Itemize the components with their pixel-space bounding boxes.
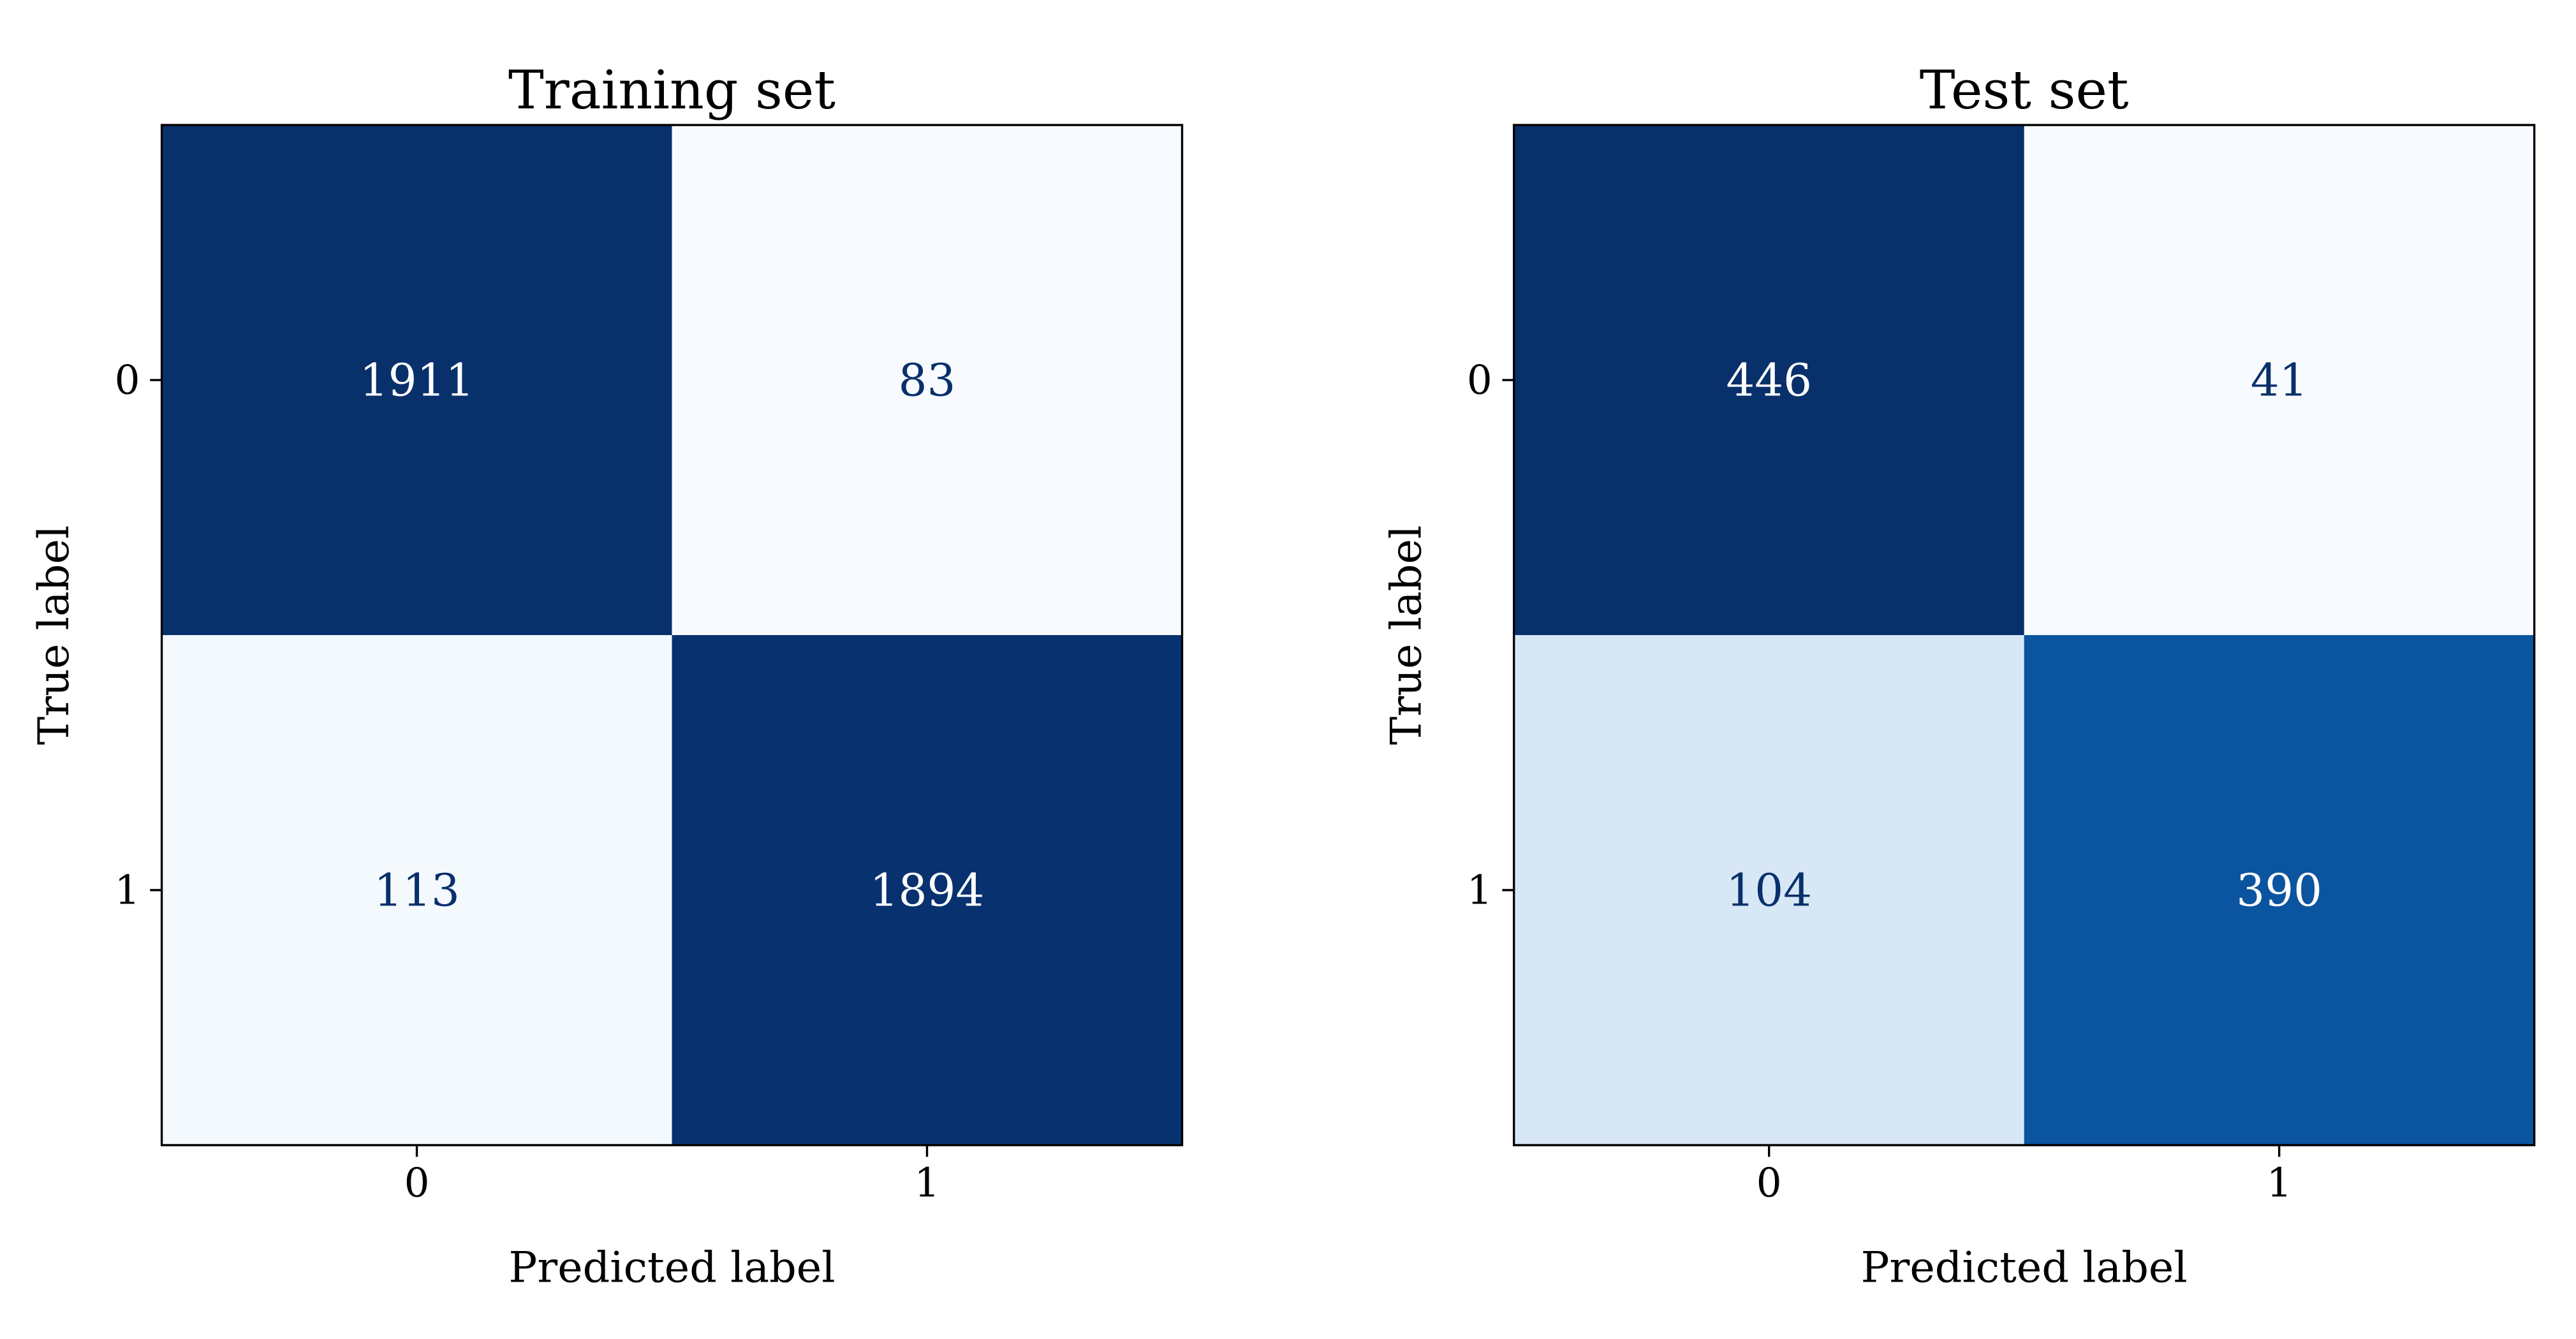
training-set-y-tick-label: 0 xyxy=(115,357,140,404)
training-set-ticks: 0 1 0 1 xyxy=(115,357,940,1206)
test-set-ticks: 0 1 0 1 xyxy=(1467,357,2292,1206)
test-set-cell-0-0 xyxy=(1513,125,2025,636)
test-set-panel: 446 41 104 390 0 1 0 1 Test set Predicted labe… xyxy=(1381,59,2536,1292)
test-set-cell-1-1 xyxy=(2024,635,2535,1146)
training-set-title: Training set xyxy=(508,59,835,121)
test-set-cell-1-0 xyxy=(1513,635,2025,1146)
training-set-cell-1-0 xyxy=(161,635,673,1146)
training-set-cell-value-0-1: 83 xyxy=(899,354,956,407)
test-set-cell-value-1-0: 104 xyxy=(1726,864,1812,917)
test-set-cell-value-0-0: 446 xyxy=(1726,354,1812,407)
test-set-cell-value-1-1: 390 xyxy=(2236,864,2322,917)
test-set-x-axis-label: Predicted label xyxy=(1861,1242,2188,1292)
training-set-cell-value-1-1: 1894 xyxy=(870,864,985,917)
training-set-cell-value-0-0: 1911 xyxy=(360,354,475,407)
training-set-axes-frame xyxy=(160,124,1184,1146)
test-set-y-axis-label: True label xyxy=(1381,525,1431,745)
training-set-cell-0-1 xyxy=(672,125,1182,636)
test-set-matrix: 446 41 104 390 xyxy=(1513,125,2535,1146)
test-set-cell-value-0-1: 41 xyxy=(2251,354,2308,407)
test-set-title: Test set xyxy=(1920,59,2129,121)
test-set-x-tick-label: 0 xyxy=(1756,1159,1782,1206)
training-set-cell-value-1-0: 113 xyxy=(374,864,460,917)
test-set-axes-frame xyxy=(1513,124,2536,1146)
training-set-matrix: 1911 83 113 1894 xyxy=(161,125,1182,1146)
training-set-x-tick-label: 1 xyxy=(915,1159,940,1206)
training-set-y-axis-label: True label xyxy=(29,525,78,745)
test-set-y-tick-label: 0 xyxy=(1467,357,1492,404)
test-set-y-tick-label: 1 xyxy=(1467,867,1492,914)
test-set-x-tick-label: 1 xyxy=(2267,1159,2292,1206)
training-set-x-tick-label: 0 xyxy=(404,1159,430,1206)
training-set-x-axis-label: Predicted label xyxy=(509,1242,835,1292)
training-set-y-tick-label: 1 xyxy=(115,867,140,914)
test-set-cell-0-1 xyxy=(2024,125,2535,636)
training-set-cell-0-0 xyxy=(161,125,673,636)
training-set-panel: 1911 83 113 1894 0 1 0 1 Training set Predicte… xyxy=(29,59,1184,1292)
training-set-cell-1-1 xyxy=(672,635,1182,1146)
